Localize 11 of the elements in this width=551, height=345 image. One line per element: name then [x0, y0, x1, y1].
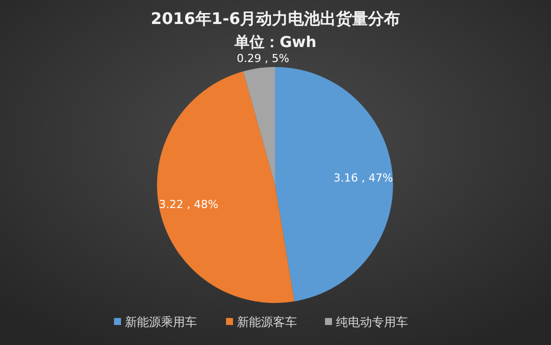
legend-label: 新能源乘用车 [125, 315, 197, 329]
data-label: 3.22 , 48% [158, 198, 218, 212]
pie-slice [243, 67, 275, 185]
legend-label: 纯电动专用车 [336, 315, 408, 329]
pie-slice [157, 71, 294, 303]
pie-slice [275, 67, 393, 302]
chart-subtitle: 单位：Gwh [234, 33, 316, 51]
data-label: 3.16 , 47% [333, 172, 393, 185]
chart-title: 2016年1-6月动力电池出货量分布 [150, 9, 400, 28]
data-label: 0.29 , 5% [236, 52, 290, 65]
legend-label: 新能源客车 [237, 315, 297, 329]
